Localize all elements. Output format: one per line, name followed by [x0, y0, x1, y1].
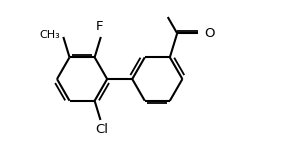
Text: O: O: [204, 27, 215, 40]
Text: Cl: Cl: [95, 123, 108, 136]
Text: CH₃: CH₃: [39, 30, 60, 40]
Text: F: F: [96, 20, 103, 33]
